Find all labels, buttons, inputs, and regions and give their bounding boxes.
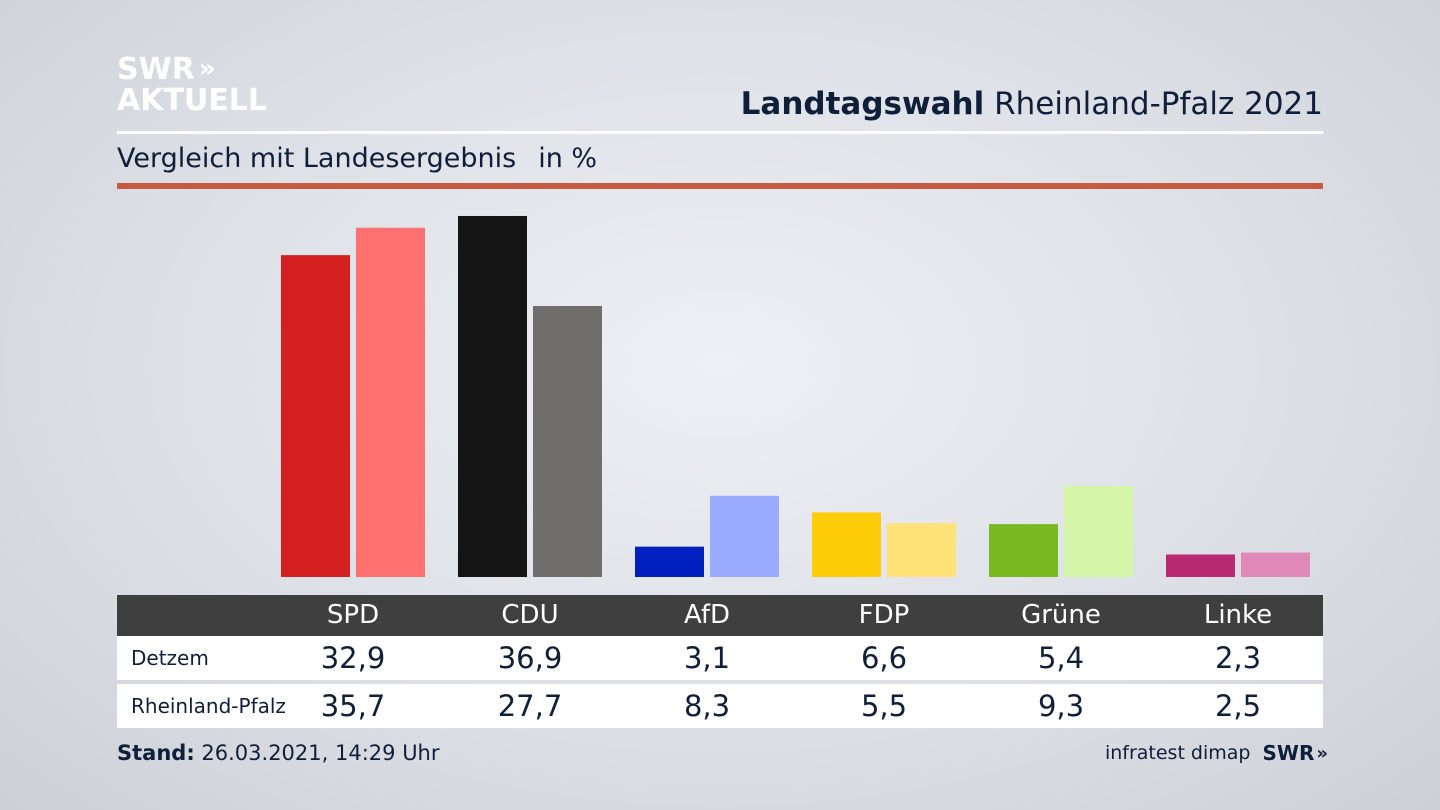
swr-chevron-icon: » — [1316, 742, 1327, 764]
value-afd-detzem: 3,1 — [683, 641, 731, 675]
source-text: infratest dimap — [1104, 742, 1251, 764]
column-header-linke: Linke — [1203, 600, 1273, 630]
column-header-gr-ne: Grüne — [1021, 600, 1101, 630]
source-credit: infratest dimap SWR» — [1104, 741, 1328, 765]
stand-label: Stand: — [117, 741, 195, 765]
value-gr-ne-rheinland-pfalz: 9,3 — [1037, 689, 1085, 723]
column-header-spd: SPD — [326, 600, 380, 630]
stand-value: 26.03.2021, 14:29 Uhr — [201, 741, 440, 765]
results-table: SPD CDU AfD FDP Grüne Linke Detzem 32,9 36,9 3,… — [117, 595, 1323, 728]
bar-afd-rheinland-pfalz — [710, 495, 779, 577]
chart-title: Landtagswahl Rheinland-Pfalz 2021 — [741, 86, 1323, 122]
bar-gr-ne-rheinland-pfalz — [1064, 486, 1133, 577]
logo-aktuell-text: AKTUELL — [117, 83, 268, 118]
bar-fdp-rheinland-pfalz — [887, 523, 956, 577]
table-header-row: SPD CDU AfD FDP Grüne Linke — [117, 595, 1323, 636]
bar-cdu-detzem — [458, 215, 527, 577]
value-linke-detzem: 2,3 — [1214, 641, 1262, 675]
table-row-detzem: Detzem 32,9 36,9 3,1 6,6 5,4 2,3 — [117, 636, 1323, 680]
swr-footer-logo: SWR — [1262, 741, 1315, 765]
table-row-rheinland-pfalz: Rheinland-Pfalz 35,7 27,7 8,3 5,5 9,3 2,5 — [117, 684, 1323, 728]
row-label-rheinland-pfalz: Rheinland-Pfalz — [131, 694, 286, 718]
value-linke-rheinland-pfalz: 2,5 — [1214, 689, 1262, 723]
value-spd-rheinland-pfalz: 35,7 — [320, 689, 386, 723]
chart-title-rest: Rheinland-Pfalz 2021 — [994, 86, 1323, 122]
bar-afd-detzem — [635, 546, 704, 577]
chart-title-bold: Landtagswahl — [740, 86, 985, 122]
value-afd-rheinland-pfalz: 8,3 — [683, 689, 731, 723]
bar-spd-rheinland-pfalz — [356, 227, 425, 577]
bar-fdp-detzem — [812, 512, 881, 577]
column-header-afd: AfD — [683, 600, 731, 630]
value-cdu-rheinland-pfalz: 27,7 — [497, 689, 563, 723]
swr-aktuell-logo: SWR» AKTUELL — [117, 54, 267, 116]
row-label-detzem: Detzem — [131, 646, 209, 670]
value-cdu-detzem: 36,9 — [497, 641, 563, 675]
logo-swr-text: SWR — [117, 52, 195, 87]
subtitle-divider — [117, 183, 1323, 189]
bar-gr-ne-detzem — [989, 524, 1058, 577]
bar-spd-detzem — [281, 255, 350, 577]
bar-cdu-rheinland-pfalz — [533, 305, 602, 577]
value-fdp-detzem: 6,6 — [860, 641, 908, 675]
bar-linke-rheinland-pfalz — [1241, 552, 1310, 577]
column-header-fdp: FDP — [858, 600, 910, 630]
title-divider — [117, 131, 1323, 134]
value-gr-ne-detzem: 5,4 — [1037, 641, 1085, 675]
bar-linke-detzem — [1166, 554, 1235, 577]
subtitle-text: Vergleich mit Landesergebnis — [117, 143, 517, 174]
timestamp: Stand: 26.03.2021, 14:29 Uhr — [117, 741, 440, 765]
subtitle-unit: in % — [538, 143, 598, 174]
chart-subtitle: Vergleich mit Landesergebnis in % — [117, 143, 597, 174]
value-spd-detzem: 32,9 — [320, 641, 386, 675]
value-fdp-rheinland-pfalz: 5,5 — [860, 689, 908, 723]
column-header-cdu: CDU — [501, 600, 559, 630]
